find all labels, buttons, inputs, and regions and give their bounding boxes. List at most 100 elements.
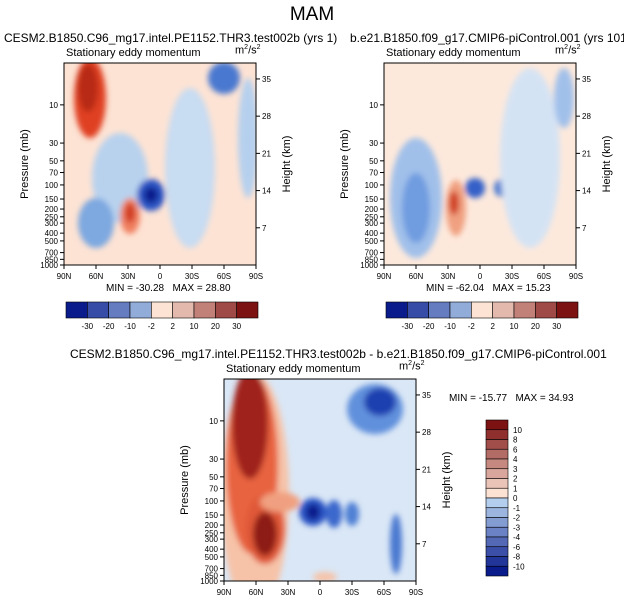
panel-2-ytick-label: 30 — [369, 139, 378, 148]
panel-1-xtick-label: 60N — [89, 272, 104, 281]
panel-3-colorbar-swatch — [485, 565, 509, 577]
panel-1-ylabel-right: Height (km) — [281, 136, 293, 193]
panel-2-colorbar-label: -30 — [402, 322, 414, 331]
panel-3-ytick-label: 850 — [205, 571, 219, 580]
panel-2-ytick-label: 50 — [369, 157, 378, 166]
panel-2-units: m2/s2 — [555, 44, 581, 57]
panel-3-plot: Pressure (mb) Height (km) 10305070100150… — [179, 378, 453, 597]
panel-1-colorbar-label: -10 — [124, 322, 136, 331]
panel-3-colorbar-swatch — [485, 468, 509, 479]
panel-2-colorbar-swatch — [407, 301, 429, 319]
panel-2-case-title: b.e21.B1850.f09_g17.CMIP6-piControl.001 … — [350, 31, 624, 45]
panel-2-ytick-label: 10 — [369, 101, 378, 110]
panel-1-minmax: MIN = -30.28 MAX = 28.80 — [106, 283, 231, 294]
panel-1-colorbar-swatch — [87, 301, 109, 319]
panel-1-ytick-label: 1000 — [40, 261, 58, 270]
panel-1-colorbar-swatch — [65, 301, 88, 319]
panel-3-ytick-label: 30 — [209, 455, 218, 464]
panel-3-ytick-label: 300 — [205, 535, 219, 544]
panel-2-colorbar-swatch — [535, 301, 557, 319]
panel-3-field-blob — [313, 572, 337, 581]
panel-2-xtick-label: 30N — [441, 272, 456, 281]
panel-2-ytick-label: 400 — [365, 229, 379, 238]
panel-3-colorbar-label: 4 — [513, 455, 518, 464]
panel-3-ytick-label: 100 — [205, 497, 219, 506]
panel-2-ytick-right-label: 35 — [582, 75, 591, 84]
panel-1-ytick-label: 300 — [45, 219, 59, 228]
panel-3-colorbar-swatch — [485, 458, 509, 470]
panel-2-ytick-label: 1000 — [360, 261, 378, 270]
panel-1-field-blob — [125, 203, 135, 223]
panel-2-ytick-right-label: 28 — [582, 112, 591, 121]
panel-1-field-blob — [165, 88, 215, 248]
panel-3-ytick-right-label: 7 — [422, 540, 427, 549]
panel-2-ytick-right-label: 14 — [582, 187, 591, 196]
panel-1-ytick-label: 250 — [45, 213, 59, 222]
panel-3-ytick-label: 500 — [205, 553, 219, 562]
panel-3-ylabel-right: Height (km) — [441, 452, 453, 509]
panel-2-minmax: MIN = -62.04 MAX = 15.23 — [426, 283, 551, 294]
panel-2-ytick-label: 200 — [365, 205, 379, 214]
panel-1-colorbar-swatch — [108, 301, 131, 319]
panel-1-colorbar-label: 2 — [170, 322, 175, 331]
panel-2-colorbar-swatch — [513, 301, 536, 319]
panel-1-ytick-label: 100 — [45, 181, 59, 190]
panel-1-ytick-label: 200 — [45, 205, 59, 214]
panel-1-xtick-label: 0 — [158, 272, 163, 281]
panel-1-colorbar-swatch — [215, 301, 237, 319]
panel-3-colorbar-swatch — [485, 419, 509, 431]
panel-3-field-blob — [253, 512, 277, 556]
panel-1-colorbar: -30 -20 -10 -2 2 10 20 30 — [65, 301, 259, 331]
panel-1-colorbar-label: 30 — [232, 322, 241, 331]
panel-3-ytick-label: 70 — [209, 485, 218, 494]
panel-3-colorbar-label: -10 — [513, 562, 525, 571]
panel-1-colorbar-label: 20 — [211, 322, 220, 331]
panel-3-ytick-label: 150 — [205, 511, 219, 520]
panel-1-colorbar-label: -2 — [148, 322, 156, 331]
panel-2-ytick-label: 70 — [369, 169, 378, 178]
panel-2-colorbar-swatch — [428, 301, 451, 319]
panel-3-xtick-label: 60N — [249, 588, 264, 597]
panel-1-ytick-right-label: 7 — [262, 224, 267, 233]
panel-2-colorbar: -30 -20 -10 -2 2 10 20 30 — [385, 301, 579, 331]
panel-3-xtick-label: 90S — [409, 588, 423, 597]
panel-3-field-blob — [326, 500, 342, 528]
panel-1-xtick-label: 30N — [121, 272, 136, 281]
panel-2-colorbar-swatch — [385, 301, 408, 319]
panel-3-subtitle: Stationary eddy momentum — [226, 363, 361, 375]
panel-2-xtick-label: 60S — [537, 272, 551, 281]
panel-2-xtick-label: 90N — [377, 272, 392, 281]
panel-1-ytick-label: 400 — [45, 229, 59, 238]
panel-1-ytick-label: 850 — [45, 255, 59, 264]
panel-1-ytick-label: 50 — [49, 157, 58, 166]
panel-3-ytick-right-label: 35 — [422, 391, 431, 400]
panel-3-ytick-right-label: 14 — [422, 503, 431, 512]
panel-2-field-blob — [449, 191, 459, 215]
panel-3-ytick-label: 400 — [205, 545, 219, 554]
panel-3-colorbar-swatch — [485, 507, 509, 518]
panel-2-ytick-right-label: 21 — [582, 149, 591, 158]
panel-3-ytick-right-label: 28 — [422, 428, 431, 437]
panel-2-field-blob — [500, 68, 560, 248]
panel-2-ytick-label: 500 — [365, 237, 379, 246]
panel-3-colorbar-swatch — [485, 517, 509, 528]
panel-3-ytick-label: 1000 — [200, 577, 218, 586]
panel-1-xtick-label: 60S — [217, 272, 231, 281]
panel-2-ytick-label: 300 — [365, 219, 379, 228]
panel-3-ytick-right-label: 21 — [422, 465, 431, 474]
panel-3-colorbar-label: 10 — [513, 426, 522, 435]
panel-2-ytick-label: 700 — [365, 249, 379, 258]
panel-1-field-blob — [78, 64, 98, 112]
panel-3-field-blob — [390, 514, 402, 574]
panel-2-ylabel: Pressure (mb) — [339, 129, 351, 199]
panel-3-colorbar-label: 8 — [513, 436, 518, 445]
panel-3-xtick-label: 30N — [281, 588, 296, 597]
panel-1-colorbar-label: 10 — [190, 322, 199, 331]
panel-3-ytick-label: 50 — [209, 473, 218, 482]
figure-title: MAM — [289, 4, 335, 25]
panel-2-colorbar-label: 10 — [510, 322, 519, 331]
panel-1-ytick-right-label: 28 — [262, 112, 271, 121]
panel-3-field-blob — [364, 388, 396, 416]
panel-2-field-blob — [465, 178, 485, 198]
panel-1-colorbar-swatch — [172, 301, 195, 319]
